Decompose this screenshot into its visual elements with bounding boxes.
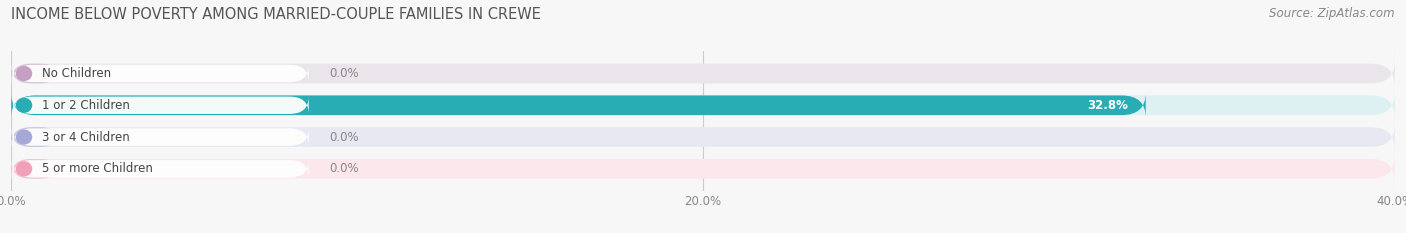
Circle shape [17, 98, 31, 112]
Circle shape [17, 130, 31, 144]
Text: 1 or 2 Children: 1 or 2 Children [42, 99, 129, 112]
Text: 0.0%: 0.0% [329, 162, 359, 175]
Text: No Children: No Children [42, 67, 111, 80]
FancyBboxPatch shape [13, 65, 309, 82]
Text: 3 or 4 Children: 3 or 4 Children [42, 130, 129, 144]
FancyBboxPatch shape [11, 61, 1395, 86]
Text: 32.8%: 32.8% [1088, 99, 1129, 112]
Circle shape [17, 67, 31, 80]
Text: INCOME BELOW POVERTY AMONG MARRIED-COUPLE FAMILIES IN CREWE: INCOME BELOW POVERTY AMONG MARRIED-COUPL… [11, 7, 541, 22]
FancyBboxPatch shape [13, 160, 309, 178]
Text: 5 or more Children: 5 or more Children [42, 162, 153, 175]
FancyBboxPatch shape [11, 93, 1146, 118]
Text: 0.0%: 0.0% [329, 67, 359, 80]
FancyBboxPatch shape [11, 93, 1395, 118]
FancyBboxPatch shape [11, 156, 1395, 181]
FancyBboxPatch shape [13, 96, 309, 114]
Text: Source: ZipAtlas.com: Source: ZipAtlas.com [1270, 7, 1395, 20]
Circle shape [17, 162, 31, 176]
Text: 0.0%: 0.0% [329, 130, 359, 144]
FancyBboxPatch shape [13, 128, 309, 146]
FancyBboxPatch shape [11, 125, 1395, 149]
FancyBboxPatch shape [11, 127, 59, 147]
FancyBboxPatch shape [11, 159, 59, 179]
FancyBboxPatch shape [11, 64, 59, 83]
